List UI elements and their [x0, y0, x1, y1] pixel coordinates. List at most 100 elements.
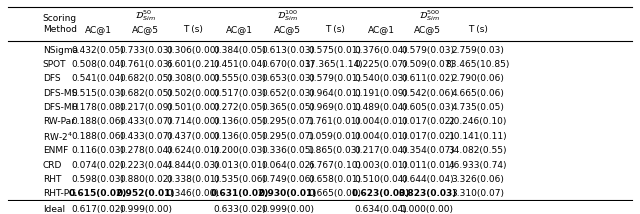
Text: 1.000(0.00): 1.000(0.00)	[401, 205, 454, 214]
Text: 0.542(0.06): 0.542(0.06)	[401, 89, 454, 98]
Text: 0.617(0.02): 0.617(0.02)	[72, 205, 125, 214]
Text: 0.384(0.05): 0.384(0.05)	[213, 46, 266, 55]
Text: $\mathcal{D}^{100}_{Sim}$: $\mathcal{D}^{100}_{Sim}$	[276, 8, 298, 23]
Text: CRD: CRD	[43, 160, 62, 169]
Text: 0.272(0.05): 0.272(0.05)	[213, 103, 266, 112]
Text: 0.502(0.00): 0.502(0.00)	[166, 89, 219, 98]
Text: 0.653(0.03): 0.653(0.03)	[261, 74, 314, 83]
Text: 0.346(0.00): 0.346(0.00)	[166, 189, 219, 198]
Text: 0.225(0.07): 0.225(0.07)	[355, 60, 408, 69]
Text: 0.433(0.07): 0.433(0.07)	[119, 132, 172, 141]
Text: 0.964(0.01): 0.964(0.01)	[308, 89, 361, 98]
Text: DFS: DFS	[43, 74, 60, 83]
Text: 6.601(0.21): 6.601(0.21)	[166, 60, 219, 69]
Text: T (s): T (s)	[468, 25, 488, 34]
Text: 0.880(0.02): 0.880(0.02)	[119, 175, 172, 184]
Text: 0.541(0.04): 0.541(0.04)	[72, 74, 125, 83]
Text: 0.217(0.04): 0.217(0.04)	[355, 146, 408, 155]
Text: 0.682(0.05): 0.682(0.05)	[119, 89, 172, 98]
Text: 0.631(0.02): 0.631(0.02)	[211, 189, 269, 198]
Text: 0.017(0.02): 0.017(0.02)	[401, 117, 454, 126]
Text: Method: Method	[43, 25, 77, 34]
Text: AC@1: AC@1	[84, 25, 112, 34]
Text: 0.540(0.03): 0.540(0.03)	[355, 74, 408, 83]
Text: ENMF: ENMF	[43, 146, 68, 155]
Text: 17.365(1.14): 17.365(1.14)	[305, 60, 364, 69]
Text: 0.178(0.08): 0.178(0.08)	[72, 103, 125, 112]
Text: 46.933(0.74): 46.933(0.74)	[449, 160, 508, 169]
Text: 0.004(0.01): 0.004(0.01)	[355, 132, 408, 141]
Text: 0.930(0.01): 0.930(0.01)	[259, 189, 317, 198]
Text: 0.217(0.09): 0.217(0.09)	[119, 103, 172, 112]
Text: AC@5: AC@5	[132, 25, 159, 34]
Text: 0.004(0.01): 0.004(0.01)	[355, 117, 408, 126]
Text: 2.790(0.06): 2.790(0.06)	[452, 74, 504, 83]
Text: AC@5: AC@5	[274, 25, 301, 34]
Text: 0.191(0.09): 0.191(0.09)	[355, 89, 408, 98]
Text: 0.652(0.03): 0.652(0.03)	[261, 89, 314, 98]
Text: $\mathcal{D}^{50}_{Sim}$: $\mathcal{D}^{50}_{Sim}$	[135, 8, 156, 23]
Text: 0.011(0.01): 0.011(0.01)	[401, 160, 454, 169]
Text: 0.579(0.03): 0.579(0.03)	[401, 46, 454, 55]
Text: Scoring: Scoring	[43, 14, 77, 23]
Text: Ideal: Ideal	[43, 205, 65, 214]
Text: RHT: RHT	[43, 175, 61, 184]
Text: 0.733(0.03): 0.733(0.03)	[119, 46, 172, 55]
Text: 0.952(0.01): 0.952(0.01)	[116, 189, 175, 198]
Text: DFS-MH: DFS-MH	[43, 103, 78, 112]
Text: 0.665(0.01): 0.665(0.01)	[308, 189, 361, 198]
Text: 0.999(0.00): 0.999(0.00)	[261, 205, 314, 214]
Text: AC@5: AC@5	[414, 25, 441, 34]
Text: 0.295(0.07): 0.295(0.07)	[261, 132, 314, 141]
Text: AC@1: AC@1	[367, 25, 395, 34]
Text: 0.354(0.07): 0.354(0.07)	[401, 146, 454, 155]
Text: SPOT: SPOT	[43, 60, 67, 69]
Text: 0.969(0.01): 0.969(0.01)	[308, 103, 361, 112]
Text: 4.844(0.03): 4.844(0.03)	[166, 160, 219, 169]
Text: 1.059(0.01): 1.059(0.01)	[308, 132, 361, 141]
Text: 0.336(0.05): 0.336(0.05)	[261, 146, 314, 155]
Text: 0.376(0.04): 0.376(0.04)	[355, 46, 408, 55]
Text: 20.246(0.10): 20.246(0.10)	[449, 117, 508, 126]
Text: 0.451(0.04): 0.451(0.04)	[213, 60, 266, 69]
Text: AC@1: AC@1	[226, 25, 253, 34]
Text: 0.308(0.00): 0.308(0.00)	[166, 74, 219, 83]
Text: RW-Par: RW-Par	[43, 117, 75, 126]
Text: 0.509(0.07): 0.509(0.07)	[401, 60, 454, 69]
Text: 4.735(0.05): 4.735(0.05)	[452, 103, 504, 112]
Text: 0.517(0.03): 0.517(0.03)	[213, 89, 266, 98]
Text: 0.644(0.04): 0.644(0.04)	[401, 175, 454, 184]
Text: 0.598(0.03): 0.598(0.03)	[72, 175, 125, 184]
Text: 0.714(0.00): 0.714(0.00)	[166, 117, 219, 126]
Text: 0.999(0.00): 0.999(0.00)	[119, 205, 172, 214]
Text: 0.633(0.02): 0.633(0.02)	[213, 205, 266, 214]
Text: 0.433(0.07): 0.433(0.07)	[119, 117, 172, 126]
Text: DFS-MS: DFS-MS	[43, 89, 77, 98]
Text: 0.432(0.05): 0.432(0.05)	[72, 46, 125, 55]
Text: 3.326(0.06): 3.326(0.06)	[452, 175, 504, 184]
Text: 3.310(0.07): 3.310(0.07)	[452, 189, 504, 198]
Text: 1.865(0.03): 1.865(0.03)	[308, 146, 361, 155]
Text: 0.437(0.00): 0.437(0.00)	[166, 132, 219, 141]
Text: 34.082(0.55): 34.082(0.55)	[449, 146, 508, 155]
Text: 10.141(0.11): 10.141(0.11)	[449, 132, 508, 141]
Text: 4.665(0.06): 4.665(0.06)	[452, 89, 504, 98]
Text: 0.555(0.03): 0.555(0.03)	[213, 74, 266, 83]
Text: 0.365(0.05): 0.365(0.05)	[261, 103, 314, 112]
Text: 0.634(0.04): 0.634(0.04)	[355, 205, 408, 214]
Text: 0.188(0.06): 0.188(0.06)	[72, 117, 125, 126]
Text: 0.624(0.01): 0.624(0.01)	[166, 146, 219, 155]
Text: 0.136(0.05): 0.136(0.05)	[213, 132, 266, 141]
Text: 0.575(0.01): 0.575(0.01)	[308, 46, 361, 55]
Text: 0.615(0.02): 0.615(0.02)	[69, 189, 127, 198]
Text: 0.223(0.04): 0.223(0.04)	[119, 160, 172, 169]
Text: 0.295(0.07): 0.295(0.07)	[261, 117, 314, 126]
Text: 2.759(0.03): 2.759(0.03)	[452, 46, 504, 55]
Text: 0.761(0.03): 0.761(0.03)	[119, 60, 172, 69]
Text: 0.064(0.02): 0.064(0.02)	[261, 160, 314, 169]
Text: 0.003(0.01): 0.003(0.01)	[355, 160, 408, 169]
Text: 0.611(0.02): 0.611(0.02)	[401, 74, 454, 83]
Text: 0.623(0.03): 0.623(0.03)	[352, 189, 410, 198]
Text: NSigma: NSigma	[43, 46, 78, 55]
Text: 6.767(0.10): 6.767(0.10)	[308, 160, 361, 169]
